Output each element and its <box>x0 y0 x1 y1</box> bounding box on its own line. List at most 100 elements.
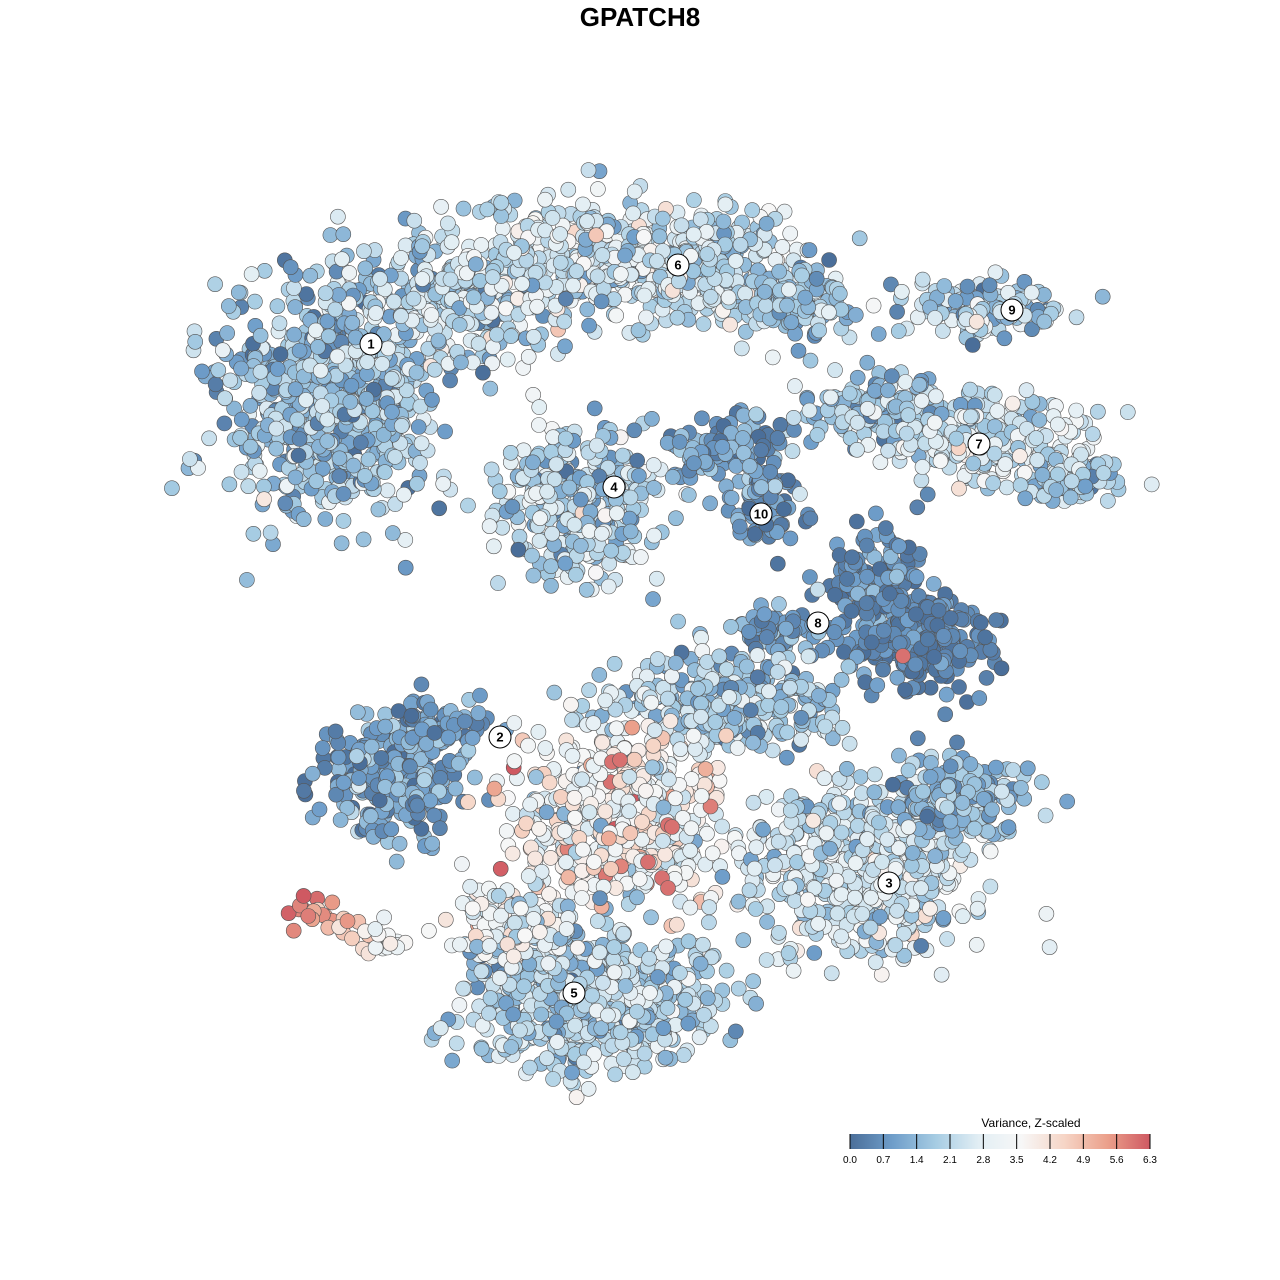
cell-point <box>564 712 580 728</box>
cell-point <box>314 740 331 756</box>
cell-point <box>355 531 372 548</box>
cell-point <box>645 737 662 754</box>
cell-point <box>821 304 837 321</box>
cell-point <box>1017 490 1033 507</box>
cell-point <box>847 855 864 872</box>
cell-point <box>617 247 633 264</box>
cell-point <box>432 770 449 786</box>
cell-point <box>232 429 248 446</box>
cell-point <box>625 205 641 222</box>
cell-point <box>453 354 469 371</box>
cell-point <box>829 905 846 922</box>
cell-point <box>412 398 429 415</box>
cell-point <box>748 406 765 423</box>
cell-point <box>682 842 699 859</box>
cell-point <box>685 727 702 744</box>
cell-point <box>909 499 926 516</box>
cell-point <box>747 901 764 917</box>
cell-point <box>1029 452 1046 468</box>
cell-point <box>771 263 788 280</box>
cell-point <box>574 841 591 858</box>
cell-point <box>865 297 882 314</box>
cell-point <box>971 690 988 706</box>
cell-point <box>783 314 800 331</box>
cell-point <box>289 411 306 428</box>
cell-point <box>498 823 515 839</box>
cell-point <box>451 317 468 333</box>
cell-point <box>622 489 639 506</box>
cell-point <box>464 730 481 746</box>
cell-point <box>566 789 583 806</box>
cell-point <box>612 266 629 282</box>
cell-point <box>849 369 866 386</box>
cell-point <box>454 856 470 872</box>
cell-point <box>840 658 857 675</box>
cell-point <box>1031 412 1048 428</box>
cell-point <box>880 442 897 459</box>
cell-point <box>797 289 814 306</box>
cell-point <box>356 243 372 259</box>
cell-point <box>866 766 883 783</box>
cell-point <box>384 404 400 420</box>
cell-point <box>515 442 532 459</box>
cell-point <box>636 229 652 245</box>
cell-point <box>405 290 422 307</box>
cell-point <box>810 915 827 932</box>
cell-point <box>1094 288 1111 305</box>
cell-point <box>930 602 947 619</box>
cell-point <box>868 505 884 522</box>
cell-point <box>597 803 614 820</box>
cell-point <box>269 298 286 315</box>
cell-point <box>1023 284 1040 301</box>
cell-point <box>511 528 528 545</box>
cell-point <box>723 618 739 635</box>
cell-point <box>800 891 816 908</box>
cell-point <box>391 835 408 852</box>
cell-point <box>908 606 924 623</box>
cell-point <box>456 713 473 730</box>
cell-point <box>524 547 540 564</box>
cell-point <box>645 591 661 607</box>
cell-point <box>544 525 560 542</box>
cell-point <box>201 430 217 447</box>
cell-point <box>574 771 590 788</box>
cell-point <box>793 731 809 748</box>
points-layer <box>164 162 1160 1105</box>
cell-point <box>772 416 789 433</box>
cell-point <box>233 411 250 428</box>
cell-point <box>565 277 581 294</box>
cell-point <box>925 576 942 592</box>
cell-point <box>506 753 523 770</box>
cell-point <box>1038 905 1055 922</box>
cell-point <box>714 439 731 455</box>
cell-point <box>913 880 929 897</box>
cell-point <box>390 781 407 798</box>
cell-point <box>256 262 273 279</box>
cell-point <box>690 680 706 697</box>
cell-point <box>1063 473 1080 490</box>
cell-point <box>472 687 488 704</box>
cell-point <box>907 656 924 673</box>
cell-point <box>589 437 605 454</box>
cell-point <box>702 495 718 512</box>
cell-point <box>522 796 539 813</box>
cell-point <box>727 253 744 269</box>
cell-point <box>880 382 896 399</box>
cell-point <box>384 525 401 541</box>
cell-point <box>858 595 875 612</box>
cell-point <box>655 833 671 849</box>
cell-point <box>530 724 547 740</box>
cell-point <box>686 455 702 472</box>
cell-point <box>816 770 833 787</box>
cell-point <box>600 830 617 847</box>
cell-point <box>589 268 606 285</box>
cell-point <box>343 377 360 394</box>
cell-point <box>782 802 799 819</box>
cell-point <box>822 840 838 857</box>
cell-point <box>586 400 603 417</box>
cell-point <box>626 183 643 200</box>
cell-point <box>761 683 777 700</box>
cell-point <box>887 937 904 953</box>
cell-point <box>778 749 795 766</box>
cell-point <box>603 861 619 877</box>
